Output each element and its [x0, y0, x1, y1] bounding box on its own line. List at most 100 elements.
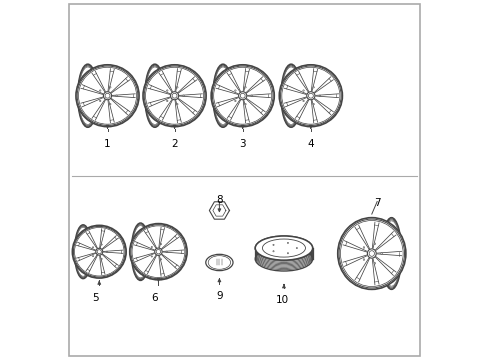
Ellipse shape	[368, 251, 374, 256]
Ellipse shape	[132, 226, 148, 278]
Ellipse shape	[234, 90, 236, 91]
Ellipse shape	[145, 65, 164, 126]
Ellipse shape	[75, 226, 91, 277]
Ellipse shape	[211, 65, 274, 127]
Text: 1: 1	[104, 139, 111, 149]
Ellipse shape	[213, 66, 232, 125]
Ellipse shape	[75, 227, 91, 276]
Circle shape	[287, 242, 288, 243]
Circle shape	[296, 247, 297, 249]
Ellipse shape	[116, 95, 117, 96]
Ellipse shape	[213, 65, 232, 126]
Ellipse shape	[281, 66, 300, 125]
Ellipse shape	[205, 254, 233, 271]
Ellipse shape	[131, 223, 149, 280]
Ellipse shape	[156, 249, 161, 254]
Ellipse shape	[279, 65, 342, 127]
Ellipse shape	[165, 251, 167, 252]
Ellipse shape	[145, 66, 164, 125]
Ellipse shape	[132, 225, 149, 279]
Ellipse shape	[72, 225, 126, 278]
Text: 6: 6	[151, 293, 158, 303]
Circle shape	[272, 251, 274, 252]
Ellipse shape	[145, 67, 163, 125]
Ellipse shape	[373, 243, 375, 244]
Ellipse shape	[166, 100, 168, 102]
Ellipse shape	[381, 218, 401, 289]
Ellipse shape	[244, 87, 246, 88]
Ellipse shape	[337, 218, 405, 289]
Ellipse shape	[366, 249, 375, 258]
Ellipse shape	[106, 251, 107, 252]
Ellipse shape	[154, 248, 162, 255]
Ellipse shape	[78, 65, 98, 126]
Ellipse shape	[308, 93, 313, 98]
Text: 4: 4	[307, 139, 313, 149]
Ellipse shape	[160, 259, 162, 260]
Ellipse shape	[78, 66, 97, 125]
Ellipse shape	[382, 221, 400, 286]
Ellipse shape	[306, 92, 314, 100]
Ellipse shape	[101, 244, 102, 245]
Ellipse shape	[250, 95, 252, 96]
Ellipse shape	[213, 67, 232, 125]
Ellipse shape	[176, 103, 178, 105]
Ellipse shape	[131, 224, 149, 280]
Ellipse shape	[281, 65, 300, 126]
Ellipse shape	[244, 103, 246, 105]
Ellipse shape	[79, 67, 97, 125]
Ellipse shape	[144, 64, 164, 127]
Ellipse shape	[142, 65, 206, 127]
Text: 10: 10	[275, 296, 288, 306]
Ellipse shape	[363, 259, 364, 260]
Ellipse shape	[74, 225, 92, 279]
Ellipse shape	[319, 95, 320, 96]
Circle shape	[272, 244, 274, 246]
Ellipse shape	[96, 248, 102, 255]
Text: 7: 7	[373, 198, 380, 208]
Ellipse shape	[183, 95, 184, 96]
Ellipse shape	[160, 243, 162, 245]
Ellipse shape	[172, 93, 177, 98]
Ellipse shape	[103, 92, 111, 100]
Ellipse shape	[302, 100, 304, 102]
Ellipse shape	[282, 67, 300, 125]
Text: 2: 2	[171, 139, 178, 149]
Circle shape	[287, 253, 288, 254]
Ellipse shape	[151, 246, 152, 248]
Ellipse shape	[240, 93, 244, 98]
Ellipse shape	[170, 92, 178, 100]
Ellipse shape	[312, 103, 314, 105]
Ellipse shape	[151, 256, 152, 257]
Ellipse shape	[105, 93, 110, 98]
Ellipse shape	[312, 87, 314, 88]
Ellipse shape	[101, 258, 102, 260]
Ellipse shape	[109, 103, 111, 105]
Ellipse shape	[255, 236, 312, 260]
Ellipse shape	[129, 224, 187, 280]
Ellipse shape	[302, 90, 304, 91]
Ellipse shape	[76, 65, 139, 127]
Ellipse shape	[92, 256, 94, 257]
Ellipse shape	[166, 90, 168, 91]
Ellipse shape	[363, 247, 364, 248]
Ellipse shape	[380, 253, 382, 254]
Ellipse shape	[99, 100, 101, 102]
Ellipse shape	[75, 226, 91, 278]
Text: 8: 8	[216, 195, 222, 205]
Ellipse shape	[212, 64, 233, 127]
Ellipse shape	[92, 247, 94, 248]
Ellipse shape	[99, 90, 101, 91]
Ellipse shape	[234, 100, 236, 102]
Ellipse shape	[281, 64, 301, 127]
Ellipse shape	[109, 87, 111, 88]
Ellipse shape	[97, 250, 101, 254]
Ellipse shape	[238, 92, 246, 100]
Ellipse shape	[381, 220, 400, 287]
Text: 3: 3	[239, 139, 245, 149]
Ellipse shape	[78, 64, 98, 127]
Text: 9: 9	[216, 291, 222, 301]
Text: 5: 5	[92, 293, 99, 303]
Ellipse shape	[373, 262, 375, 264]
Ellipse shape	[176, 87, 178, 88]
